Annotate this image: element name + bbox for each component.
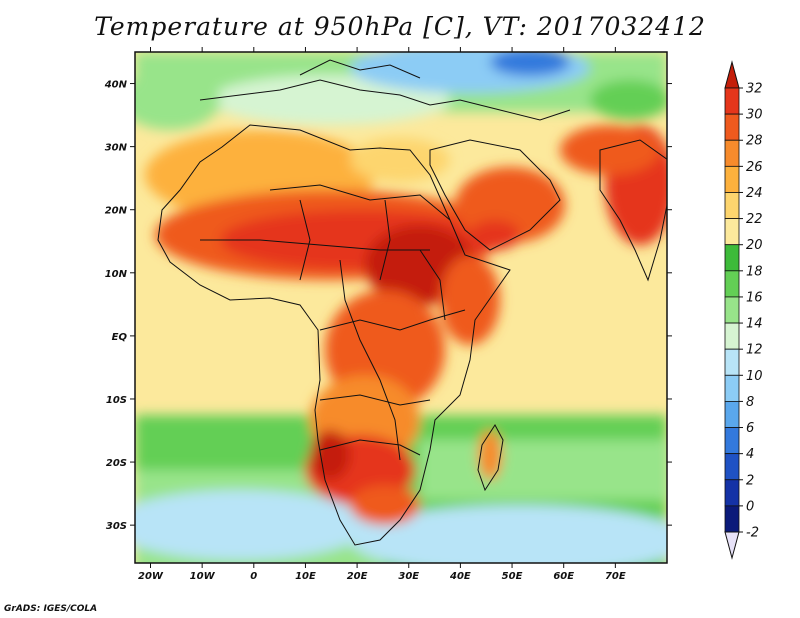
- y-tick-label: 20S: [106, 458, 127, 469]
- colorbar-label: -2: [746, 526, 759, 541]
- colorbar-label: 12: [746, 343, 763, 358]
- colorbar-swatch: [724, 505, 740, 533]
- colorbar-swatch: [724, 348, 740, 376]
- x-tick-label: 20W: [138, 571, 164, 582]
- colorbar-label: 22: [746, 212, 763, 227]
- colorbar-label: 4: [746, 447, 754, 462]
- y-tick-label: 20N: [105, 206, 128, 217]
- colorbar-swatch: [724, 296, 740, 324]
- colorbar-swatch: [724, 87, 740, 115]
- colorbar-label: 0: [746, 499, 754, 514]
- x-tick-label: 70E: [605, 571, 626, 582]
- colorbar-label: 16: [746, 290, 763, 305]
- y-tick-label: 30S: [106, 521, 127, 532]
- x-tick-label: 20E: [347, 571, 368, 582]
- colorbar-label: 24: [746, 186, 763, 201]
- colorbar-swatch: [724, 322, 740, 350]
- x-tick-label: 0: [250, 571, 257, 582]
- colorbar-label: 14: [746, 317, 763, 332]
- colorbar-top-arrow: [724, 60, 740, 89]
- colorbar-bottom-arrow: [724, 531, 740, 560]
- y-tick-label: 40N: [104, 80, 128, 91]
- x-axis: 20W 10W 0 10E 20E 30E 40E 50E 60E 70E: [138, 47, 626, 582]
- colorbar-label: 32: [746, 82, 763, 97]
- x-tick-label: 60E: [553, 571, 574, 582]
- y-tick-label: EQ: [112, 332, 128, 343]
- chart-title: Temperature at 950hPa [C], VT: 201703241…: [94, 12, 706, 41]
- colorbar-label: 8: [746, 395, 754, 410]
- colorbar-label: 18: [746, 264, 763, 279]
- colorbar-label: 6: [746, 421, 754, 436]
- coastline-outlines: [157, 59, 667, 546]
- colorbar-swatch: [724, 244, 740, 272]
- temperature-field: [135, 52, 667, 563]
- x-tick-label: 30E: [398, 571, 419, 582]
- colorbar-swatch: [724, 427, 740, 455]
- colorbar-swatch: [724, 113, 740, 141]
- colorbar-label: 2: [746, 473, 754, 488]
- colorbar-swatch: [724, 218, 740, 246]
- colorbar-swatch: [724, 139, 740, 167]
- colorbar-swatch: [724, 401, 740, 428]
- x-tick-label: 10E: [295, 571, 316, 582]
- x-tick-label: 10W: [190, 571, 216, 582]
- y-tick-label: 10S: [106, 395, 127, 406]
- colorbar-label: 28: [746, 134, 763, 149]
- colorbar-swatch: [724, 374, 740, 402]
- colorbar-swatch: [724, 165, 740, 193]
- y-tick-label: 10N: [105, 269, 128, 280]
- x-tick-label: 50E: [502, 571, 523, 582]
- colorbar-label: 30: [746, 108, 763, 123]
- colorbar-swatch: [724, 453, 740, 481]
- colorbar-swatch: [724, 192, 740, 219]
- y-tick-label: 30N: [105, 143, 128, 154]
- credit-text: GrADS: IGES/COLA: [4, 604, 98, 614]
- colorbar-label: 10: [746, 369, 763, 384]
- colorbar-label: 26: [746, 160, 763, 175]
- colorbar-label: 20: [746, 238, 763, 253]
- colorbar-swatch: [724, 479, 740, 507]
- y-axis: 40N 30N 20N 10N EQ 10S 20S 30S: [104, 80, 672, 532]
- colorbar-swatch: [724, 270, 740, 298]
- map-frame: [134, 51, 668, 564]
- x-tick-label: 40E: [449, 571, 471, 582]
